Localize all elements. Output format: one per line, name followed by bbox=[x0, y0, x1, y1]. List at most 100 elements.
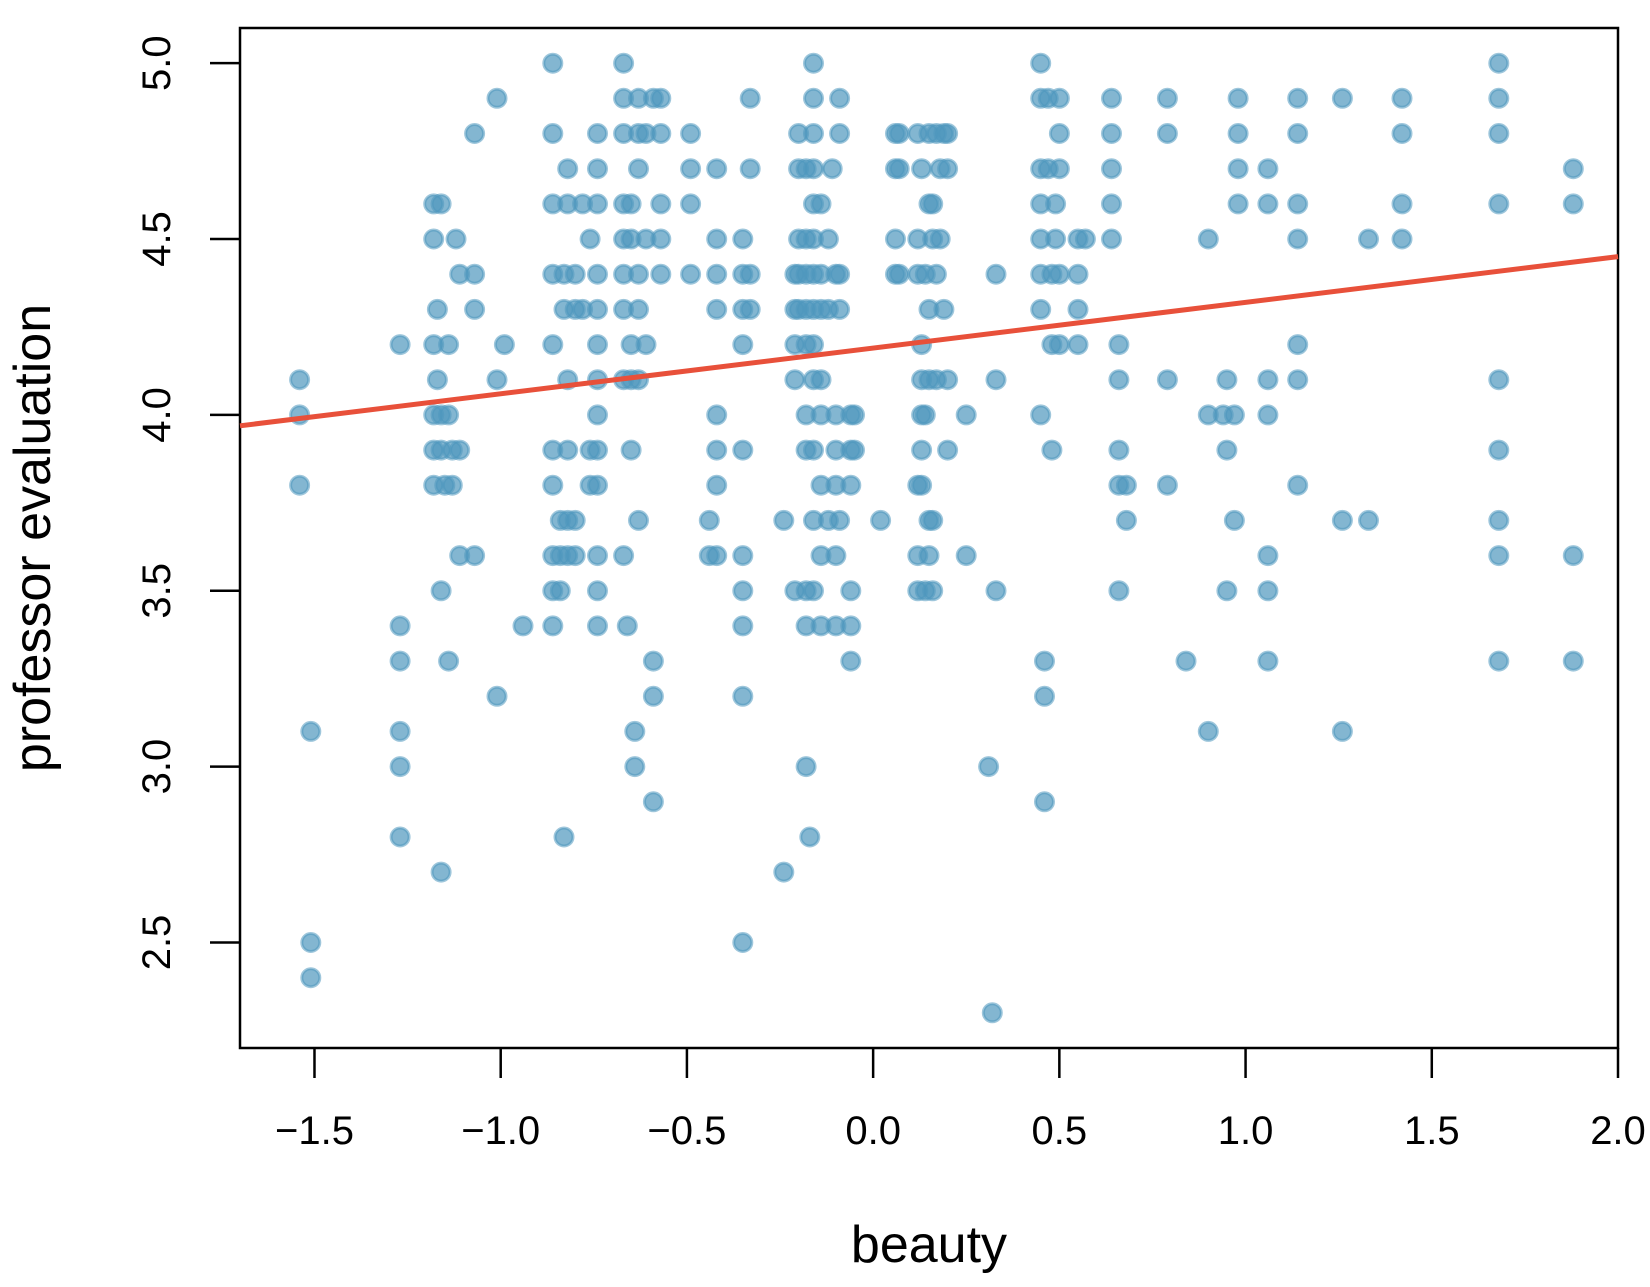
data-point bbox=[985, 369, 1007, 391]
data-point bbox=[1041, 439, 1063, 461]
data-point bbox=[784, 369, 806, 391]
data-point bbox=[795, 756, 817, 778]
data-point bbox=[1156, 87, 1178, 109]
data-point bbox=[423, 228, 445, 250]
data-point bbox=[911, 474, 933, 496]
data-point bbox=[1067, 263, 1089, 285]
x-tick-label: 1.5 bbox=[1404, 1109, 1460, 1153]
data-point bbox=[628, 298, 649, 320]
data-point bbox=[430, 193, 452, 215]
data-point bbox=[628, 509, 649, 531]
data-point bbox=[1287, 123, 1309, 144]
data-point bbox=[1197, 720, 1219, 742]
data-point bbox=[911, 439, 933, 461]
data-point bbox=[441, 474, 463, 496]
data-point bbox=[885, 228, 906, 250]
data-point bbox=[1257, 158, 1279, 180]
data-point bbox=[922, 193, 944, 215]
data-point bbox=[613, 545, 635, 567]
data-point bbox=[587, 439, 608, 461]
data-point bbox=[810, 369, 832, 391]
data-point bbox=[955, 404, 977, 426]
data-point bbox=[549, 580, 571, 602]
data-point bbox=[929, 228, 951, 250]
data-point bbox=[981, 1002, 1003, 1024]
data-point bbox=[564, 509, 586, 531]
data-point bbox=[1156, 123, 1178, 144]
data-point bbox=[587, 193, 608, 215]
x-tick-label: 1.0 bbox=[1218, 1109, 1274, 1153]
data-point bbox=[1287, 334, 1309, 356]
data-point bbox=[438, 334, 460, 356]
data-point bbox=[564, 545, 586, 567]
plot-frame bbox=[238, 26, 1620, 1050]
data-point bbox=[1391, 87, 1413, 109]
y-axis: 2.5 3.0 3.5 4.0 4.5 5.0 bbox=[135, 35, 240, 970]
data-point bbox=[542, 615, 564, 637]
data-point bbox=[870, 509, 892, 531]
data-point bbox=[426, 298, 448, 320]
x-tick-label: 2.0 bbox=[1590, 1109, 1646, 1153]
data-point bbox=[1562, 158, 1584, 180]
data-point bbox=[840, 615, 862, 637]
data-point bbox=[579, 228, 601, 250]
data-point bbox=[300, 720, 322, 742]
y-tick-label: 3.5 bbox=[135, 563, 179, 619]
data-point bbox=[922, 509, 944, 531]
data-point bbox=[1223, 509, 1245, 531]
x-tick-label: −1.5 bbox=[275, 1109, 354, 1153]
data-point bbox=[1287, 228, 1309, 250]
data-point bbox=[635, 334, 657, 356]
data-point bbox=[922, 580, 944, 602]
data-point bbox=[803, 580, 824, 602]
data-point bbox=[1391, 193, 1413, 215]
data-point bbox=[978, 756, 1000, 778]
data-point bbox=[389, 826, 411, 848]
data-point bbox=[739, 263, 761, 285]
data-point bbox=[840, 580, 862, 602]
data-point bbox=[1034, 650, 1055, 672]
data-point bbox=[698, 509, 720, 531]
data-point bbox=[1223, 404, 1245, 426]
data-point bbox=[1101, 158, 1122, 180]
data-point bbox=[1391, 123, 1413, 144]
data-point bbox=[389, 720, 411, 742]
data-point bbox=[557, 439, 579, 461]
data-point bbox=[803, 123, 824, 144]
data-point bbox=[300, 967, 322, 989]
data-point bbox=[557, 158, 579, 180]
x-tick-label: −1.0 bbox=[461, 1109, 540, 1153]
data-point bbox=[564, 263, 586, 285]
x-tick-label: −0.5 bbox=[647, 1109, 726, 1153]
data-point bbox=[587, 123, 608, 144]
data-point bbox=[803, 439, 824, 461]
data-point bbox=[1175, 650, 1197, 672]
data-point bbox=[1488, 545, 1510, 567]
data-point bbox=[937, 369, 959, 391]
data-point bbox=[810, 193, 832, 215]
data-point bbox=[773, 509, 795, 531]
data-point bbox=[512, 615, 534, 637]
data-point bbox=[1331, 509, 1353, 531]
data-point bbox=[587, 580, 608, 602]
data-point bbox=[624, 720, 646, 742]
data-point bbox=[1030, 404, 1052, 426]
data-point bbox=[911, 158, 933, 180]
data-point bbox=[389, 615, 411, 637]
data-point bbox=[840, 650, 862, 672]
data-point bbox=[933, 298, 955, 320]
data-point bbox=[1358, 228, 1379, 250]
y-tick-label: 2.5 bbox=[135, 915, 179, 971]
data-point bbox=[486, 369, 508, 391]
data-point bbox=[706, 228, 728, 250]
data-point bbox=[587, 615, 608, 637]
data-point bbox=[1488, 650, 1510, 672]
data-point bbox=[616, 615, 638, 637]
data-point bbox=[486, 685, 508, 707]
data-point bbox=[1287, 87, 1309, 109]
data-point bbox=[1331, 720, 1353, 742]
data-point bbox=[1227, 158, 1249, 180]
data-point bbox=[1488, 87, 1510, 109]
data-point bbox=[821, 158, 843, 180]
data-point bbox=[650, 228, 672, 250]
